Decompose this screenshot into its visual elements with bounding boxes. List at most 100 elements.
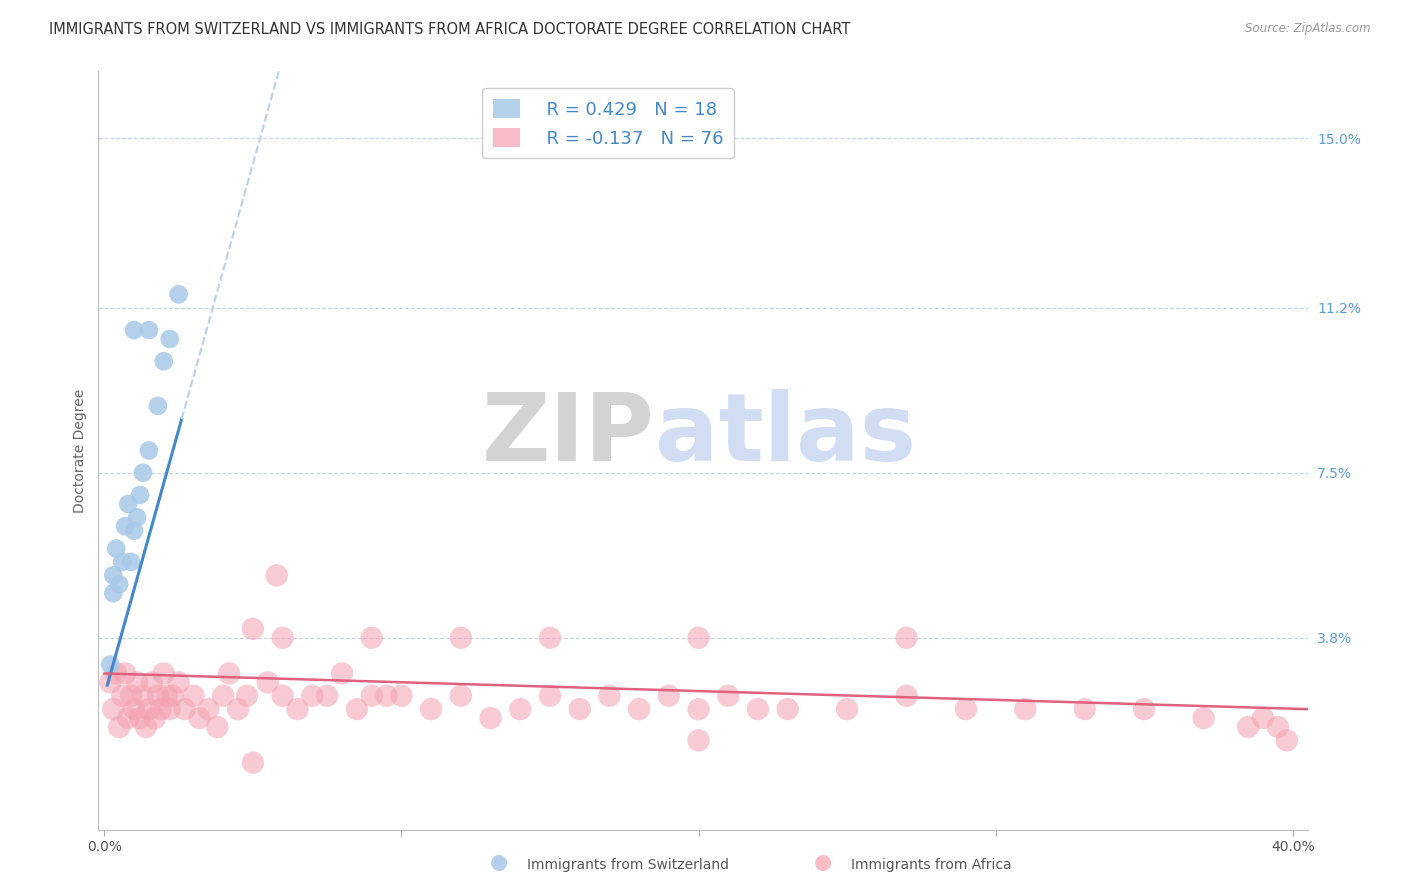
Text: Source: ZipAtlas.com: Source: ZipAtlas.com	[1246, 22, 1371, 36]
Point	[103, 702, 125, 716]
Point	[132, 466, 155, 480]
Point	[1133, 702, 1156, 716]
Point	[117, 497, 139, 511]
Point	[420, 702, 443, 716]
Point	[955, 702, 977, 716]
Text: ●: ●	[491, 853, 508, 872]
Point	[173, 702, 195, 716]
Text: ●: ●	[814, 853, 831, 872]
Point	[122, 323, 145, 337]
Point	[98, 657, 121, 672]
Point	[125, 675, 148, 690]
Point	[138, 702, 160, 716]
Text: Immigrants from Switzerland: Immigrants from Switzerland	[527, 858, 730, 872]
Point	[450, 631, 472, 645]
Point	[188, 711, 211, 725]
Point	[776, 702, 799, 716]
Point	[156, 689, 179, 703]
Point	[183, 689, 205, 703]
Point	[146, 689, 169, 703]
Point	[1251, 711, 1274, 725]
Point	[1275, 733, 1298, 747]
Point	[598, 689, 620, 703]
Text: Immigrants from Africa: Immigrants from Africa	[851, 858, 1011, 872]
Point	[688, 631, 710, 645]
Point	[1074, 702, 1097, 716]
Point	[111, 555, 134, 569]
Point	[628, 702, 651, 716]
Point	[159, 702, 181, 716]
Point	[1237, 720, 1260, 734]
Point	[509, 702, 531, 716]
Y-axis label: Doctorate Degree: Doctorate Degree	[73, 388, 87, 513]
Point	[111, 689, 134, 703]
Point	[143, 711, 166, 725]
Point	[152, 666, 174, 681]
Point	[132, 689, 155, 703]
Point	[242, 622, 264, 636]
Point	[129, 488, 152, 502]
Point	[103, 586, 125, 600]
Point	[114, 519, 136, 533]
Point	[266, 568, 288, 582]
Point	[105, 666, 128, 681]
Point	[375, 689, 398, 703]
Point	[146, 399, 169, 413]
Point	[316, 689, 339, 703]
Point	[120, 555, 142, 569]
Point	[98, 675, 121, 690]
Point	[218, 666, 240, 681]
Text: IMMIGRANTS FROM SWITZERLAND VS IMMIGRANTS FROM AFRICA DOCTORATE DEGREE CORRELATI: IMMIGRANTS FROM SWITZERLAND VS IMMIGRANT…	[49, 22, 851, 37]
Point	[122, 524, 145, 538]
Point	[271, 631, 294, 645]
Point	[135, 720, 157, 734]
Point	[141, 675, 163, 690]
Point	[108, 720, 131, 734]
Point	[330, 666, 353, 681]
Point	[688, 702, 710, 716]
Point	[538, 631, 561, 645]
Point	[346, 702, 368, 716]
Point	[896, 631, 918, 645]
Point	[538, 689, 561, 703]
Point	[450, 689, 472, 703]
Point	[162, 689, 184, 703]
Point	[152, 354, 174, 368]
Point	[391, 689, 413, 703]
Point	[207, 720, 229, 734]
Point	[149, 702, 172, 716]
Point	[120, 689, 142, 703]
Legend:   R = 0.429   N = 18,   R = -0.137   N = 76: R = 0.429 N = 18, R = -0.137 N = 76	[482, 88, 734, 159]
Point	[159, 332, 181, 346]
Point	[122, 702, 145, 716]
Point	[688, 733, 710, 747]
Text: ZIP: ZIP	[482, 389, 655, 482]
Point	[105, 541, 128, 556]
Point	[271, 689, 294, 703]
Point	[117, 711, 139, 725]
Text: atlas: atlas	[655, 389, 915, 482]
Point	[167, 675, 190, 690]
Point	[256, 675, 278, 690]
Point	[1014, 702, 1036, 716]
Point	[108, 577, 131, 591]
Point	[287, 702, 309, 716]
Point	[717, 689, 740, 703]
Point	[568, 702, 591, 716]
Point	[242, 756, 264, 770]
Point	[129, 711, 152, 725]
Point	[896, 689, 918, 703]
Point	[103, 568, 125, 582]
Point	[658, 689, 681, 703]
Point	[226, 702, 249, 716]
Point	[236, 689, 259, 703]
Point	[1192, 711, 1215, 725]
Point	[360, 689, 382, 703]
Point	[212, 689, 235, 703]
Point	[747, 702, 769, 716]
Point	[138, 443, 160, 458]
Point	[167, 287, 190, 301]
Point	[125, 510, 148, 524]
Point	[479, 711, 502, 725]
Point	[197, 702, 219, 716]
